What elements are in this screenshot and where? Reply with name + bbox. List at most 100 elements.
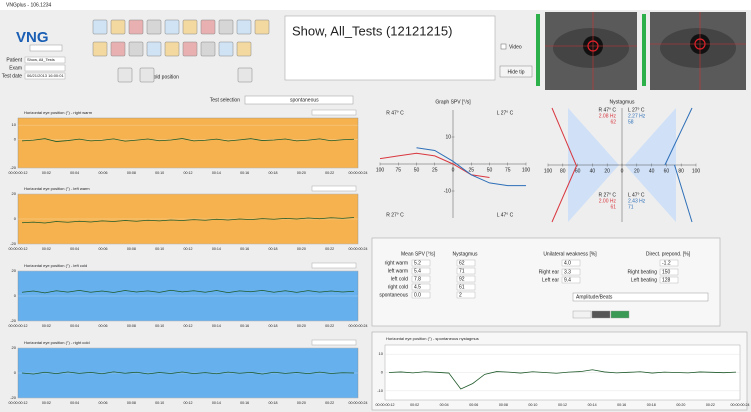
toolbar-button[interactable]: [219, 20, 233, 34]
field-label: Exam: [9, 65, 22, 71]
toolbar-button[interactable]: [219, 42, 233, 56]
x-tick-label: 00:14: [212, 401, 221, 405]
trace-title: Horizontal eye position (°) - left warm: [24, 186, 90, 191]
session-title: Show, All_Tests (12121215): [292, 23, 452, 38]
logo-dropdown[interactable]: [30, 45, 62, 51]
trace-title: Horizontal eye position (°) - right cold: [24, 340, 90, 345]
x-tick-label: 00:14: [212, 247, 221, 251]
video-checkbox[interactable]: [501, 44, 506, 49]
mode-button[interactable]: [611, 311, 629, 318]
y-tick-label: -20: [10, 395, 17, 400]
field-value: Show, All_Tests: [27, 57, 55, 62]
cell-value: 7.8: [414, 276, 421, 282]
cell-value: 62: [459, 260, 465, 266]
toolbar-button[interactable]: [201, 20, 215, 34]
x-tick-label: 00:02: [42, 171, 51, 175]
x-tick-label: 00:22: [325, 324, 334, 328]
x-tick-label: 00:00:00:12: [376, 403, 395, 407]
toolbar-button[interactable]: [255, 20, 269, 34]
x-tick-label: 00:20: [297, 401, 306, 405]
x-tick-label: 00:18: [269, 247, 278, 251]
x-tick-label: 00:22: [325, 171, 334, 175]
row-label: Left ear: [542, 277, 559, 283]
x-tick-label: 00:06: [99, 324, 108, 328]
y-tick-label: -10: [444, 188, 451, 194]
field-value: 06/21/2013 16:00:01: [27, 73, 64, 78]
toolbar-button[interactable]: [183, 20, 197, 34]
x-tick-label: 50: [414, 167, 420, 173]
quadrant-label: R 27° C: [386, 212, 404, 218]
toolbar-button[interactable]: [183, 42, 197, 56]
toolbar-button[interactable]: [165, 20, 179, 34]
x-tick-label: 00:00:00:24: [349, 401, 368, 405]
cell-value: 4.5: [414, 284, 421, 290]
scroll-slider[interactable]: [312, 340, 356, 345]
x-tick-label: 00:00:00:24: [349, 247, 368, 251]
toolbar-button[interactable]: [147, 20, 161, 34]
y-tick-label: -20: [10, 318, 17, 323]
column-title: Direct. prepond. [%]: [646, 251, 691, 257]
x-tick-label: 00:10: [155, 401, 164, 405]
x-tick-label: 00:06: [99, 401, 108, 405]
x-tick-label: 60: [575, 168, 581, 174]
x-tick-label: 00:10: [155, 171, 164, 175]
x-tick-label: 100: [522, 167, 531, 173]
toolbar-button[interactable]: [118, 68, 132, 82]
x-tick-label: 40: [649, 168, 655, 174]
scroll-slider[interactable]: [312, 186, 356, 191]
toolbar-button[interactable]: [237, 42, 251, 56]
x-tick-label: 00:22: [325, 247, 334, 251]
row-label: right cold: [388, 284, 409, 290]
row-label: left cold: [391, 276, 408, 282]
hold-label: Hold position: [150, 74, 179, 80]
x-tick-label: 00:08: [127, 247, 136, 251]
toolbar-button[interactable]: [93, 42, 107, 56]
x-tick-label: 0: [452, 167, 455, 173]
y-tick-label: 20: [12, 268, 17, 273]
mode-button[interactable]: [592, 311, 610, 318]
cell-value: 71: [459, 268, 465, 274]
toolbar-button[interactable]: [238, 68, 252, 82]
x-tick-label: 50: [487, 167, 493, 173]
cell-value: 4.0: [564, 260, 571, 266]
x-tick-label: 00:20: [297, 324, 306, 328]
toolbar-button[interactable]: [140, 68, 154, 82]
x-tick-label: 00:20: [297, 171, 306, 175]
eye-camera-left: [650, 12, 746, 90]
toolbar-button[interactable]: [111, 20, 125, 34]
cell-value: -1.2: [662, 260, 671, 266]
cell-value: 0.0: [414, 292, 421, 298]
field-box: [25, 65, 65, 71]
toolbar-button[interactable]: [129, 20, 143, 34]
x-tick-label: 0: [621, 168, 624, 174]
x-tick-label: 00:18: [269, 324, 278, 328]
quadrant-label: L 47° C: [497, 212, 514, 218]
mode-button[interactable]: [573, 311, 591, 318]
toolbar-button[interactable]: [237, 20, 251, 34]
x-tick-label: 25: [432, 167, 438, 173]
toolbar-button[interactable]: [129, 42, 143, 56]
toolbar-button[interactable]: [111, 42, 125, 56]
x-tick-label: 00:04: [70, 247, 79, 251]
x-tick-label: 00:00:00:24: [349, 171, 368, 175]
toolbar-button[interactable]: [201, 42, 215, 56]
scroll-slider[interactable]: [312, 263, 356, 268]
x-tick-label: 00:00:00:12: [9, 171, 28, 175]
toolbar-button[interactable]: [147, 42, 161, 56]
hide-button-label[interactable]: Hide tip: [508, 69, 525, 75]
quadrant-count: 71: [628, 204, 634, 210]
mode-value[interactable]: Amplitude/Beats: [576, 294, 613, 300]
eye-camera-right: [545, 12, 637, 90]
test-selection-value[interactable]: spontaneous: [290, 97, 319, 103]
cell-value: 9.4: [564, 277, 571, 283]
toolbar-button[interactable]: [93, 20, 107, 34]
cell-value: 92: [459, 276, 465, 282]
quadrant-count: 62: [610, 119, 616, 125]
toolbar-button[interactable]: [165, 42, 179, 56]
x-tick-label: 00:00:00:24: [731, 403, 750, 407]
x-tick-label: 00:22: [706, 403, 715, 407]
x-tick-label: 80: [678, 168, 684, 174]
scroll-slider[interactable]: [312, 110, 356, 115]
x-tick-label: 00:08: [127, 401, 136, 405]
cell-value: 128: [662, 277, 671, 283]
